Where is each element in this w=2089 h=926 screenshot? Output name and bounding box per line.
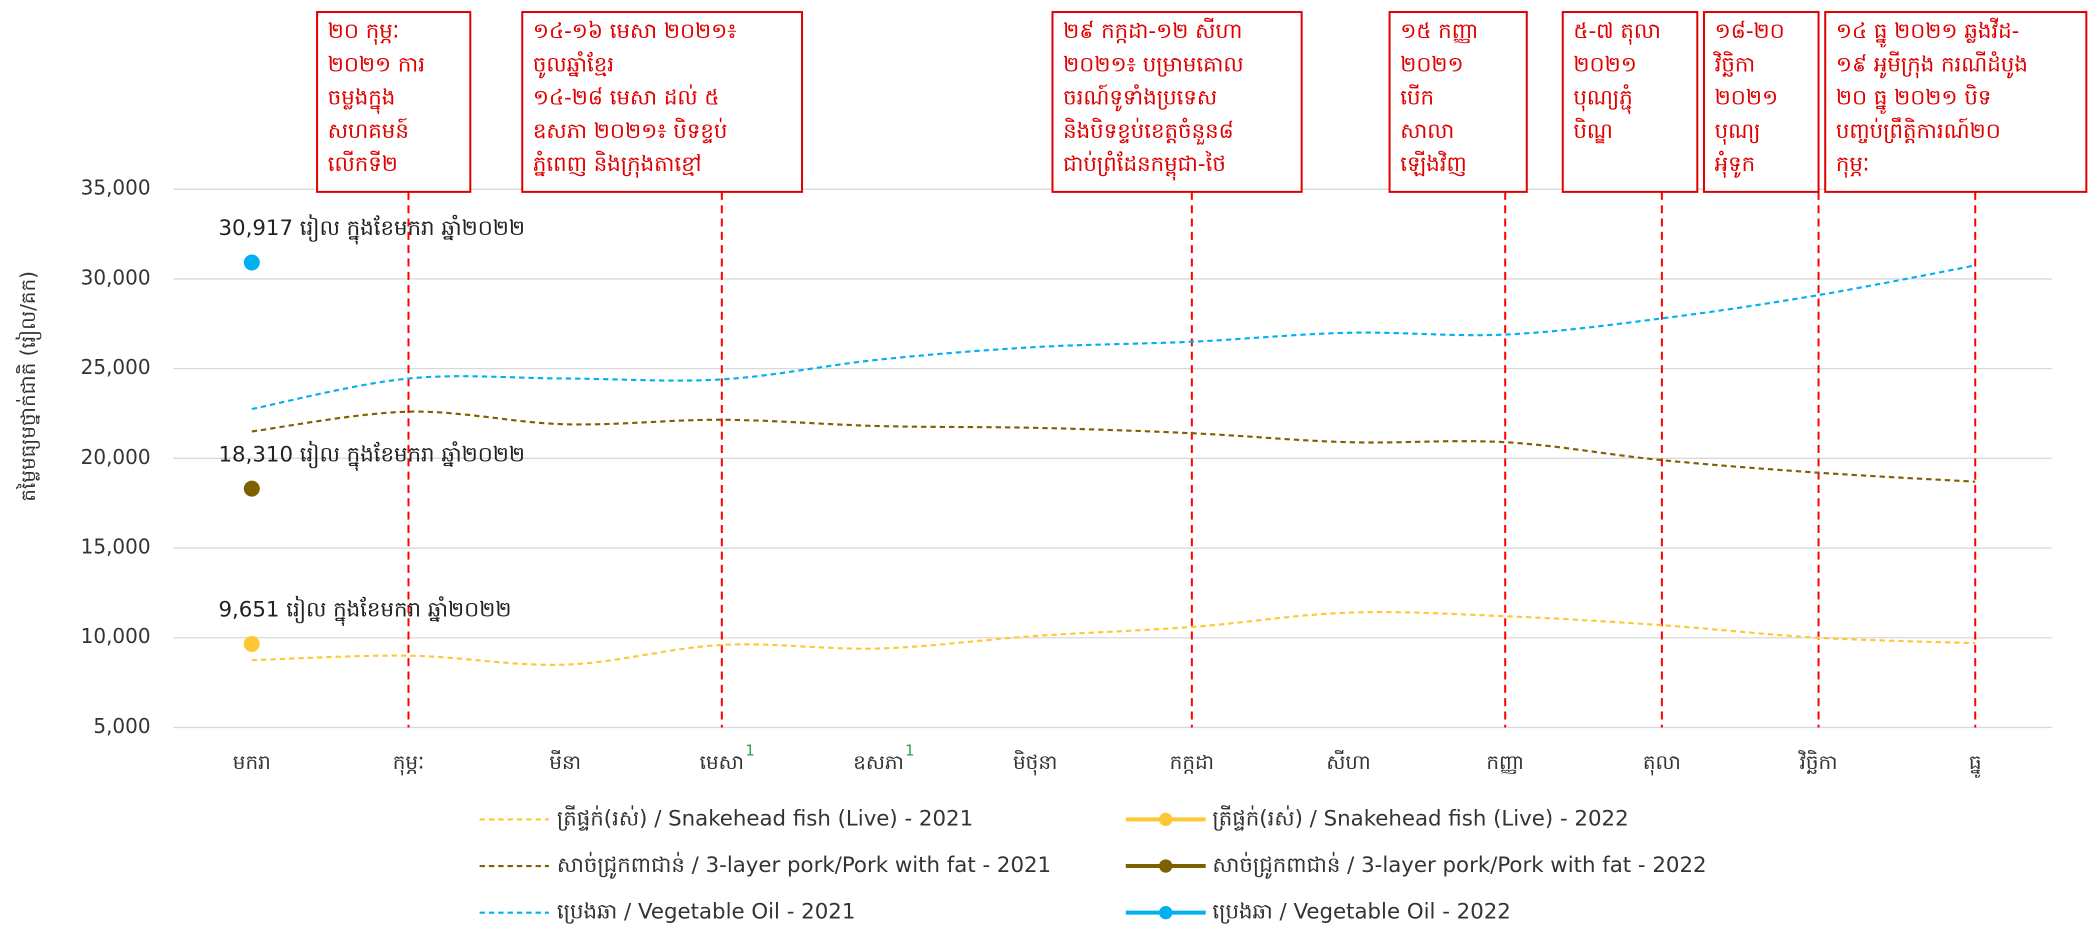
legend-label: សាច់ជ្រូកពាជាន់ / 3-layer pork/Pork with… [1212, 851, 1706, 879]
x-tick-label: មេសា [700, 750, 744, 774]
annotation-text: ២០២១៖ បម្រាមគោល [1063, 52, 1244, 77]
annotation-box [1388, 11, 1528, 193]
y-tick-label: 20,000 [81, 445, 151, 469]
annotation-box [521, 11, 804, 193]
annotation-text: ១៩ អូមីក្រុង ករណីដំបូង [1836, 50, 2028, 78]
legend-label: ប្រេងឆា / Vegetable Oil - 2022 [1212, 900, 1511, 925]
y-tick-label: 15,000 [81, 535, 151, 559]
annotation-text: ចរណ៍ទូទាំងប្រទេស [1063, 84, 1217, 112]
annotation-text: បុណ្យភ្ជុំ [1573, 84, 1632, 115]
annotation-text: ជាប់ព្រំដែនកម្ពុជា-ថៃ [1063, 150, 1226, 181]
data-label: 18,310 រៀល ក្នុងខែមករា ឆ្នាំ២០២២ [218, 440, 525, 471]
annotation-text: សហគមន៍ [328, 117, 409, 144]
annotation-text: ១៥ កញ្ញា [1400, 19, 1478, 44]
legend-item: សាច់ជ្រូកពាជាន់ / 3-layer pork/Pork with… [1125, 851, 1707, 879]
legend-item: សាច់ជ្រូកពាជាន់ / 3-layer pork/Pork with… [479, 851, 1051, 879]
annotation-text: លើកទី២ [328, 150, 398, 177]
legend-marker [1159, 905, 1173, 920]
y-axis-label: តម្លៃមធ្យមថ្នាក់ជាតិ (រៀល/គក) [15, 271, 42, 502]
legend-marker [1159, 859, 1173, 873]
annotation-text: ២០២១ [1715, 86, 1778, 111]
footnote-mark: 1 [745, 742, 754, 759]
data-label: 30,917 រៀល ក្នុងខែមករា ឆ្នាំ២០២២ [218, 214, 525, 245]
annotation-box [1824, 11, 2088, 193]
annotation-text: បិណ្ឌ [1573, 117, 1613, 144]
y-tick-label: 25,000 [81, 355, 151, 379]
legend-item: ត្រីផ្ទក់(រស់) / Snakehead fish (Live) -… [479, 804, 973, 831]
line [251, 264, 1976, 411]
x-tick-label: កក្កដា [1170, 750, 1214, 774]
data-label: 9,651 រៀល ក្នុងខែមករា ឆ្នាំ២០២២ [218, 596, 511, 627]
annotation-text: ២០២១ [1573, 52, 1636, 77]
annotation-text: ឡើងវិញ [1400, 150, 1467, 177]
annotation-text: ២០ កុម្ភៈ [328, 19, 400, 45]
annotation-text: ២០២១ [1400, 52, 1463, 77]
x-tick-label: វិច្ឆិកា [1798, 749, 1838, 774]
legend-label: ត្រីផ្ទក់(រស់) / Snakehead fish (Live) -… [1212, 804, 1628, 831]
y-tick-label: 10,000 [81, 624, 151, 648]
annotation-text: ឧសភា ២០២១៖ បិទខ្ទប់ [533, 117, 727, 144]
line [251, 611, 1976, 666]
annotation-text: ភ្នំពេញ និងក្រុងតាខ្មៅ [533, 150, 702, 178]
annotation-text: ២០២១ ការ [328, 52, 425, 77]
y-tick-label: 30,000 [81, 265, 151, 289]
point [243, 480, 260, 497]
annotation-box [1051, 11, 1303, 193]
legend-label: ប្រេងឆា / Vegetable Oil - 2021 [557, 900, 855, 925]
y-tick-label: 35,000 [81, 176, 151, 200]
annotation-text: ១៤-១៦ មេសា ២០២១៖ [533, 19, 737, 44]
x-tick-label: ឧសភា [853, 750, 904, 774]
legend-label: ត្រីផ្ទក់(រស់) / Snakehead fish (Live) -… [557, 804, 973, 831]
legend-item: ប្រេងឆា / Vegetable Oil - 2021 [479, 900, 855, 925]
x-tick-label: កុម្ភៈ [393, 750, 424, 776]
legend-item: ត្រីផ្ទក់(រស់) / Snakehead fish (Live) -… [1125, 804, 1629, 831]
annotation-text: ២៩ កក្កដា-១២ សីហា [1063, 17, 1242, 44]
annotation-text: ចូលឆ្នាំខ្មែរ [533, 50, 614, 78]
point [243, 636, 260, 653]
point [243, 254, 260, 271]
x-tick-label: កញ្ញា [1486, 750, 1524, 774]
annotation-text: បុណ្យ [1715, 119, 1761, 145]
annotation-text: ២០ ធ្នូ ២០២១ បិទ [1836, 84, 1992, 115]
annotation-text: អុំទូក [1715, 150, 1756, 178]
annotation-text: បើក [1400, 84, 1434, 111]
annotation-text: ១៤-២៨ មេសា ដល់ ៥ [533, 84, 720, 111]
x-tick-label: ធ្នូ [1969, 750, 1982, 778]
annotation-text: កុម្ភៈ [1836, 152, 1870, 178]
annotation-box [1702, 11, 1820, 193]
annotation-text: ១៨-២០ [1715, 19, 1785, 44]
legend-item: ប្រេងឆា / Vegetable Oil - 2022 [1125, 900, 1511, 925]
annotation-text: សាលា [1400, 119, 1454, 144]
annotation-text: ចម្លងក្នុង [328, 86, 396, 115]
y-tick-label: 5,000 [93, 714, 150, 738]
legend-marker [1159, 812, 1173, 827]
x-tick-label: តុលា [1643, 750, 1681, 776]
annotation-text: ៥-៧ តុលា [1573, 19, 1661, 45]
x-tick-label: មិថុនា [1013, 749, 1057, 776]
footnote-mark: 1 [905, 742, 914, 759]
legend-label: សាច់ជ្រូកពាជាន់ / 3-layer pork/Pork with… [557, 851, 1051, 879]
annotation-box [1561, 11, 1699, 193]
annotation-text: ១៤ ធ្នូ ២០២១ ឆ្លងវីដ- [1836, 17, 2019, 48]
x-tick-label: មីនា [549, 749, 581, 774]
annotation-text: វិច្ឆិកា [1712, 50, 1755, 77]
x-tick-label: សីហា [1326, 749, 1370, 774]
line [251, 410, 1976, 483]
x-tick-label: មករា [233, 750, 271, 774]
annotation-text: បញ្ចប់ព្រឹត្តិការណ៍២០ [1836, 117, 2001, 144]
annotation-box [316, 11, 472, 193]
annotation-text: និងបិទខ្ទប់ខេត្តចំនួន៨ [1063, 117, 1234, 145]
